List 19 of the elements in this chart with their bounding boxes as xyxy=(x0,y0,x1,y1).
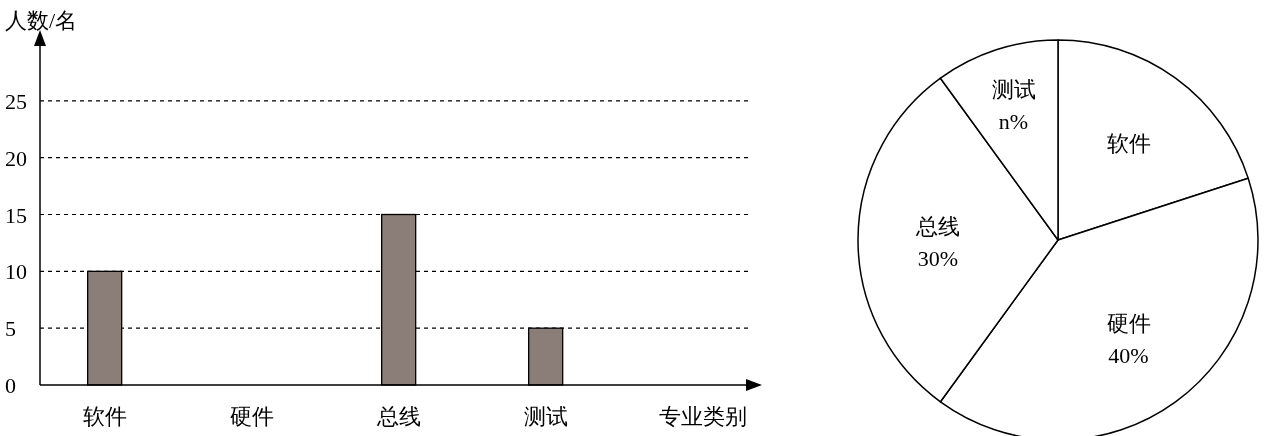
y-tick-label: 15 xyxy=(5,202,27,228)
y-tick-label: 5 xyxy=(5,316,16,342)
y-tick-label: 20 xyxy=(5,145,27,171)
slice-label: 硬件 xyxy=(1106,311,1151,337)
slice-label: 测试 xyxy=(991,77,1036,103)
y-axis-title: 人数/名 xyxy=(5,8,78,33)
x-axis-title: 专业类别 xyxy=(658,404,747,429)
slice-label: 软件 xyxy=(1106,130,1151,156)
y-tick-label: 10 xyxy=(5,259,27,285)
x-tick-label: 总线 xyxy=(375,404,421,429)
data-label: n% xyxy=(998,109,1029,135)
y-tick-label: 25 xyxy=(5,88,27,114)
y-tick-label: 0 xyxy=(5,373,16,398)
x-tick-label: 测试 xyxy=(523,404,568,429)
data-label: 40% xyxy=(1108,343,1149,369)
x-tick-label: 硬件 xyxy=(229,404,274,429)
data-label: 30% xyxy=(917,246,959,271)
x-tick-label: 软件 xyxy=(82,404,127,429)
slice-label: 总线 xyxy=(915,214,960,239)
